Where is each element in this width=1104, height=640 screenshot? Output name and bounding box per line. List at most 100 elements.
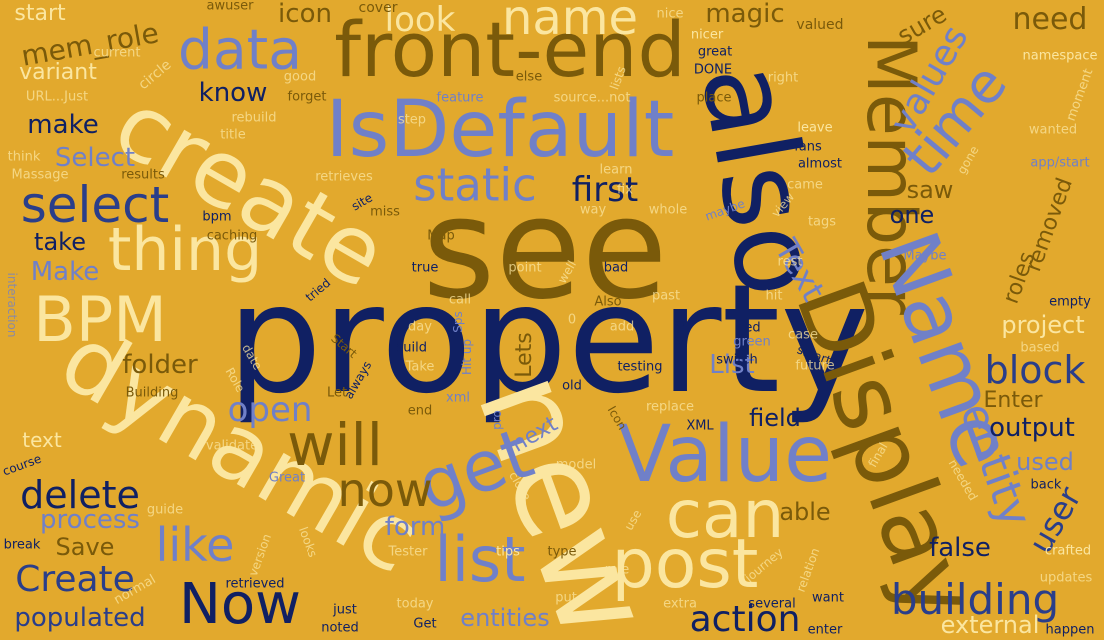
word-rest: rest <box>777 254 803 270</box>
word-output: output <box>989 413 1075 443</box>
word-like: like <box>155 518 235 572</box>
word-form: form <box>384 512 446 542</box>
word-add: add <box>609 319 635 335</box>
word-thing: thing <box>107 215 263 285</box>
word-namespace: namespace <box>1022 48 1098 64</box>
word-moment: moment <box>1063 66 1097 124</box>
word-just: just <box>333 602 357 618</box>
word-also-cap: Also <box>594 294 622 310</box>
word-app-start: app/start <box>1030 155 1090 171</box>
word-building: building <box>890 575 1060 624</box>
word-green: green <box>733 334 771 350</box>
word-came: came <box>787 177 823 193</box>
word-noted: noted <box>321 620 359 636</box>
word-happen: happen <box>1045 622 1095 638</box>
word-testing: testing <box>617 359 663 375</box>
word-bpm: BPM <box>33 283 167 356</box>
word-massage: Massage <box>11 167 69 183</box>
word-fans: fans <box>794 139 822 155</box>
word-block: block <box>984 348 1086 392</box>
word-false: false <box>929 533 991 563</box>
word-miss: miss <box>370 204 400 220</box>
word-lets: Lets <box>512 332 537 378</box>
word-crafted: crafted <box>1044 543 1092 559</box>
word-pro: pro <box>490 410 504 430</box>
word-model: model <box>555 457 597 473</box>
word-map: Map <box>427 228 455 244</box>
word-saw: saw <box>906 176 954 204</box>
word-know: know <box>198 78 268 108</box>
word-icon: icon <box>278 0 332 29</box>
word-take: take <box>34 228 86 256</box>
word-hit: hit <box>765 288 783 304</box>
word-way: way <box>579 202 607 218</box>
word-back: back <box>1030 477 1062 493</box>
word-tips: tips <box>496 544 520 560</box>
word-past: past <box>651 288 681 304</box>
word-role: role <box>604 562 630 578</box>
word-field: field <box>749 404 801 432</box>
word-process: process <box>40 505 140 535</box>
word-used: used <box>1016 448 1074 476</box>
word-fix: fix <box>617 182 633 198</box>
word-forget: forget <box>287 89 327 105</box>
word-red: red <box>739 320 761 336</box>
word-tags: tags <box>807 214 837 230</box>
word-extra: extra <box>663 596 697 612</box>
word-switch: switch <box>716 352 758 368</box>
word-right: right <box>767 70 799 86</box>
word-results: results <box>121 167 165 183</box>
word-now: Now <box>179 572 301 637</box>
word-list: list <box>434 523 526 596</box>
word-else: else <box>515 69 543 85</box>
word-tester: Tester <box>388 544 428 560</box>
word-valued: valued <box>796 17 844 33</box>
word-validate: validate <box>205 438 259 454</box>
word-empty: empty <box>1049 294 1091 310</box>
word-great: great <box>697 44 733 60</box>
word-isdefault: IsDefault <box>325 85 675 175</box>
word-place: place <box>696 90 732 106</box>
word-make-cap: Make <box>30 257 100 287</box>
word-nice: nice <box>656 6 684 22</box>
word-select-cap: Select <box>54 143 136 173</box>
word-leave: leave <box>797 120 833 136</box>
word-updates: updates <box>1039 570 1093 586</box>
word-based: based <box>1020 340 1060 356</box>
word-open: open <box>227 390 313 430</box>
word-done: DONE <box>693 62 733 78</box>
word-end: end <box>407 403 433 419</box>
word-zero: 0 <box>567 312 577 328</box>
word-want: want <box>812 590 844 606</box>
word-source-not: source...not <box>553 90 631 106</box>
word-save: Save <box>55 533 115 561</box>
word-populated: populated <box>14 603 146 633</box>
word-delete: delete <box>20 473 140 517</box>
word-action: action <box>689 599 801 640</box>
word-property: property <box>226 253 870 427</box>
word-guide: guide <box>146 502 184 518</box>
word-one: one <box>889 201 935 229</box>
word-will: will <box>287 411 383 479</box>
word-point: point <box>508 260 542 276</box>
word-xml-cap: XML <box>686 418 714 434</box>
word-make: make <box>27 110 99 140</box>
word-variant: variant <box>19 60 97 85</box>
word-xml: xml <box>446 390 470 406</box>
word-awuser: awuser <box>206 0 254 14</box>
word-hit-up: Hit up <box>460 338 474 376</box>
word-today: today <box>396 596 434 612</box>
word-magic: magic <box>705 0 785 29</box>
word-create-cap: Create <box>15 559 135 600</box>
word-cover: cover <box>358 0 398 16</box>
word-version: version <box>245 531 275 579</box>
word-see: see <box>422 168 668 331</box>
word-take-cap: Take <box>405 359 435 375</box>
word-true: true <box>411 260 439 276</box>
word-break: break <box>3 537 41 553</box>
word-whole: whole <box>648 202 688 218</box>
word-front-end: front-end <box>334 5 686 94</box>
word-url-just: URL...Just <box>25 89 89 105</box>
word-entities: entities <box>460 604 550 632</box>
word-wanted: wanted <box>1028 122 1078 138</box>
